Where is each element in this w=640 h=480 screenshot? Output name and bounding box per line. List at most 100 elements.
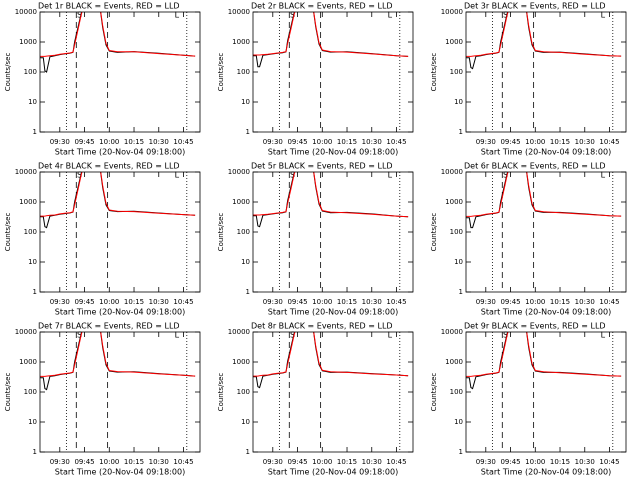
annotation: S bbox=[503, 11, 508, 20]
x-tick-label: 10:45 bbox=[599, 138, 619, 146]
x-tick-label: 10:30 bbox=[362, 138, 382, 146]
y-tick-label: 100 bbox=[24, 388, 37, 396]
y-tick-label: 10000 bbox=[441, 168, 463, 176]
y-axis-label: Counts/sec bbox=[430, 53, 438, 92]
x-tick-label: 10:30 bbox=[575, 138, 595, 146]
x-axis-label: Start Time (20-Nov-04 09:18:00) bbox=[268, 148, 398, 157]
y-axis-label: Counts/sec bbox=[217, 213, 225, 252]
x-tick-label: 10:00 bbox=[525, 138, 545, 146]
annotation: S bbox=[77, 11, 82, 20]
y-tick-label: 10 bbox=[28, 258, 37, 266]
x-tick-label: 09:45 bbox=[500, 298, 520, 306]
y-tick-label: 1 bbox=[33, 128, 37, 136]
plot-area bbox=[40, 12, 196, 73]
x-tick-label: 10:45 bbox=[599, 298, 619, 306]
plot-frame bbox=[252, 171, 414, 293]
y-tick-label: 100 bbox=[237, 388, 250, 396]
x-tick-label: 09:30 bbox=[263, 458, 283, 466]
x-tick-label: 10:15 bbox=[550, 458, 570, 466]
y-tick-label: 10 bbox=[28, 418, 37, 426]
y-axis-label: Counts/sec bbox=[4, 373, 12, 412]
x-tick-label: 10:45 bbox=[173, 138, 193, 146]
x-tick-label: 10:15 bbox=[124, 298, 144, 306]
series-line bbox=[40, 12, 196, 57]
y-tick-label: 10000 bbox=[228, 168, 250, 176]
x-tick-label: 09:30 bbox=[263, 298, 283, 306]
y-tick-label: 1 bbox=[246, 288, 250, 296]
y-tick-label: 100 bbox=[450, 68, 463, 76]
annotation: L bbox=[175, 171, 180, 180]
plot-area bbox=[40, 172, 196, 229]
x-tick-label: 09:30 bbox=[476, 298, 496, 306]
plot-frame bbox=[465, 11, 627, 133]
series-line bbox=[466, 12, 622, 57]
x-tick-label: 10:45 bbox=[173, 458, 193, 466]
x-tick-label: 10:30 bbox=[575, 458, 595, 466]
y-tick-label: 10000 bbox=[441, 328, 463, 336]
annotation: S bbox=[290, 171, 295, 180]
x-tick-label: 10:00 bbox=[99, 138, 119, 146]
panel: Det 3r BLACK = Events, RED = LLD Counts/s… bbox=[430, 2, 627, 157]
plot-frame bbox=[39, 11, 201, 133]
y-tick-label: 10000 bbox=[15, 168, 37, 176]
plot-frame bbox=[252, 331, 414, 453]
x-tick-label: 09:30 bbox=[50, 298, 70, 306]
x-tick-label: 10:00 bbox=[99, 298, 119, 306]
y-tick-label: 10000 bbox=[228, 328, 250, 336]
annotation: S bbox=[290, 11, 295, 20]
x-tick-label: 10:45 bbox=[386, 298, 406, 306]
chart-title: Det 2r BLACK = Events, RED = LLD bbox=[251, 2, 393, 11]
x-tick-label: 10:45 bbox=[599, 458, 619, 466]
plot-area bbox=[253, 332, 409, 389]
y-tick-label: 10 bbox=[241, 418, 250, 426]
y-tick-label: 1 bbox=[459, 288, 463, 296]
y-tick-label: 10 bbox=[454, 258, 463, 266]
y-tick-label: 10000 bbox=[228, 8, 250, 16]
y-tick-label: 10000 bbox=[15, 328, 37, 336]
y-axis-label: Counts/sec bbox=[430, 373, 438, 412]
y-tick-label: 1000 bbox=[232, 198, 250, 206]
x-axis-label: Start Time (20-Nov-04 09:18:00) bbox=[268, 308, 398, 317]
y-axis-label: Counts/sec bbox=[217, 373, 225, 412]
y-tick-label: 1000 bbox=[232, 38, 250, 46]
y-tick-label: 1 bbox=[459, 128, 463, 136]
y-tick-label: 100 bbox=[24, 68, 37, 76]
y-axis-label: Counts/sec bbox=[217, 53, 225, 92]
x-axis-label: Start Time (20-Nov-04 09:18:00) bbox=[55, 468, 185, 477]
x-tick-label: 09:45 bbox=[500, 458, 520, 466]
x-tick-label: 09:45 bbox=[500, 138, 520, 146]
chart-title: Det 1r BLACK = Events, RED = LLD bbox=[38, 2, 180, 11]
chart-title: Det 8r BLACK = Events, RED = LLD bbox=[251, 322, 393, 331]
panel: Det 9r BLACK = Events, RED = LLD Counts/s… bbox=[430, 322, 627, 477]
y-tick-label: 1000 bbox=[19, 198, 37, 206]
x-tick-label: 09:30 bbox=[50, 138, 70, 146]
x-tick-label: 09:30 bbox=[263, 138, 283, 146]
y-tick-label: 1000 bbox=[232, 358, 250, 366]
x-tick-label: 10:30 bbox=[149, 298, 169, 306]
chart-title: Det 4r BLACK = Events, RED = LLD bbox=[38, 162, 180, 171]
x-tick-label: 09:30 bbox=[476, 138, 496, 146]
panel: Det 6r BLACK = Events, RED = LLD Counts/s… bbox=[430, 162, 627, 317]
y-tick-label: 100 bbox=[450, 228, 463, 236]
x-tick-label: 10:30 bbox=[149, 138, 169, 146]
y-tick-label: 10000 bbox=[15, 8, 37, 16]
plot-frame bbox=[39, 171, 201, 293]
x-axis-label: Start Time (20-Nov-04 09:18:00) bbox=[55, 148, 185, 157]
series-line bbox=[253, 172, 409, 218]
series-line bbox=[40, 172, 196, 217]
plot-frame bbox=[39, 331, 201, 453]
y-tick-label: 100 bbox=[237, 68, 250, 76]
y-axis-label: Counts/sec bbox=[4, 213, 12, 252]
y-tick-label: 10 bbox=[241, 258, 250, 266]
x-tick-label: 10:00 bbox=[312, 458, 332, 466]
panel: Det 4r BLACK = Events, RED = LLD Counts/s… bbox=[4, 162, 201, 317]
x-tick-label: 10:15 bbox=[124, 458, 144, 466]
x-axis-label: Start Time (20-Nov-04 09:18:00) bbox=[268, 468, 398, 477]
plot-area bbox=[253, 172, 409, 228]
y-tick-label: 100 bbox=[450, 388, 463, 396]
annotation: L bbox=[388, 11, 393, 20]
y-tick-label: 1000 bbox=[445, 198, 463, 206]
y-tick-label: 1000 bbox=[445, 358, 463, 366]
y-tick-label: 1000 bbox=[19, 38, 37, 46]
